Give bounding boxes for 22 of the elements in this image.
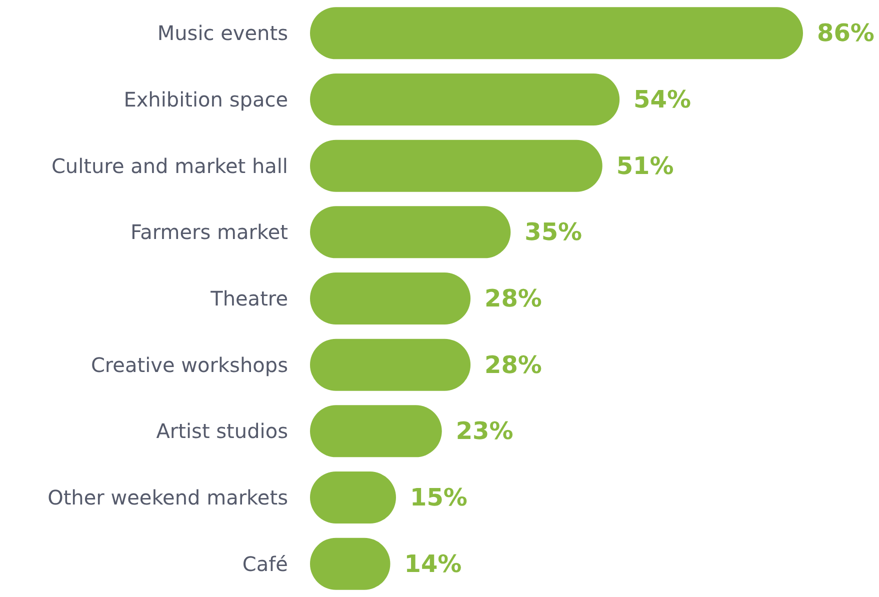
y-tick-label: Music events xyxy=(157,21,288,46)
y-tick-label: Theatre xyxy=(210,286,288,310)
y-tick-label: Exhibition space xyxy=(124,88,288,112)
bar xyxy=(310,140,602,192)
y-tick-label: Artist studios xyxy=(156,419,288,444)
y-tick-label: Other weekend markets xyxy=(48,486,288,510)
bar xyxy=(310,206,511,258)
y-tick-label: Farmers market xyxy=(130,220,288,244)
y-tick-label: Creative workshops xyxy=(90,352,288,377)
bar xyxy=(310,7,803,60)
data-label: 23% xyxy=(456,417,514,446)
data-label: 28% xyxy=(484,350,542,379)
data-label: 35% xyxy=(524,218,582,246)
data-label: 86% xyxy=(817,19,874,48)
data-label: 15% xyxy=(410,484,468,512)
data-label: 54% xyxy=(634,86,692,114)
data-label: 28% xyxy=(484,284,542,312)
y-tick-label: Culture and market hall xyxy=(51,154,288,178)
bar xyxy=(310,74,620,126)
y-tick-label: Café xyxy=(242,552,288,576)
data-label: 14% xyxy=(404,550,462,578)
data-label: 51% xyxy=(616,152,674,180)
